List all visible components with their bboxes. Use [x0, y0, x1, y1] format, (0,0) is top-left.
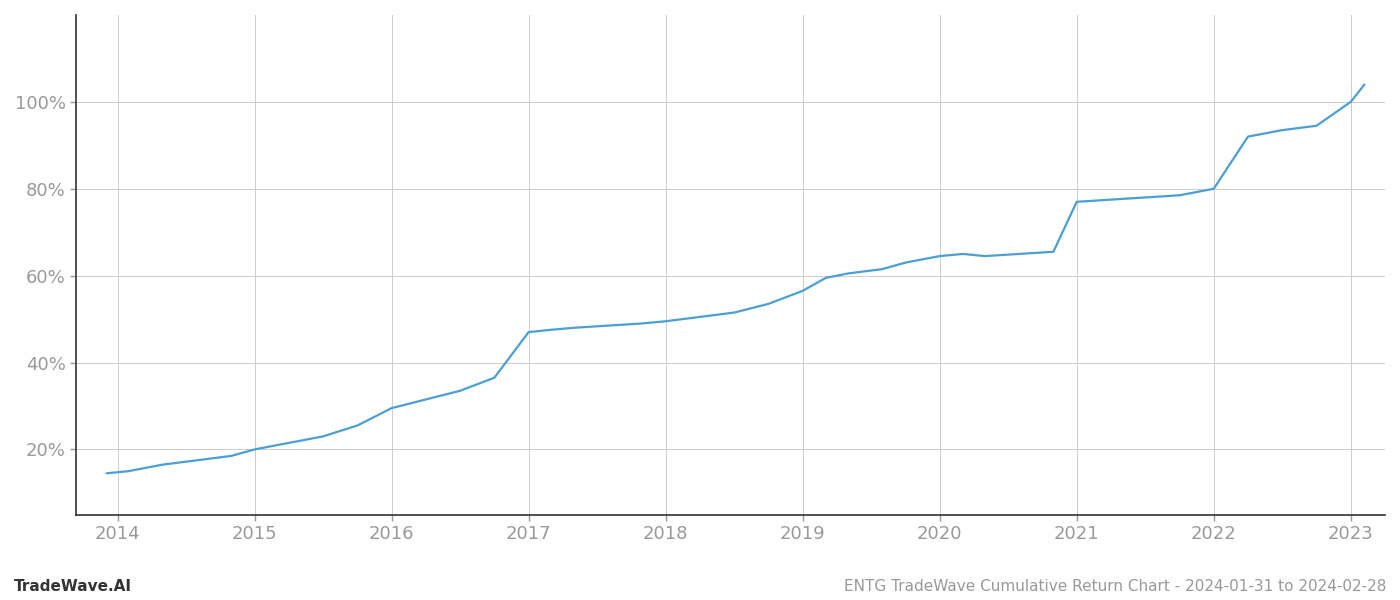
- Text: TradeWave.AI: TradeWave.AI: [14, 579, 132, 594]
- Text: ENTG TradeWave Cumulative Return Chart - 2024-01-31 to 2024-02-28: ENTG TradeWave Cumulative Return Chart -…: [844, 579, 1386, 594]
